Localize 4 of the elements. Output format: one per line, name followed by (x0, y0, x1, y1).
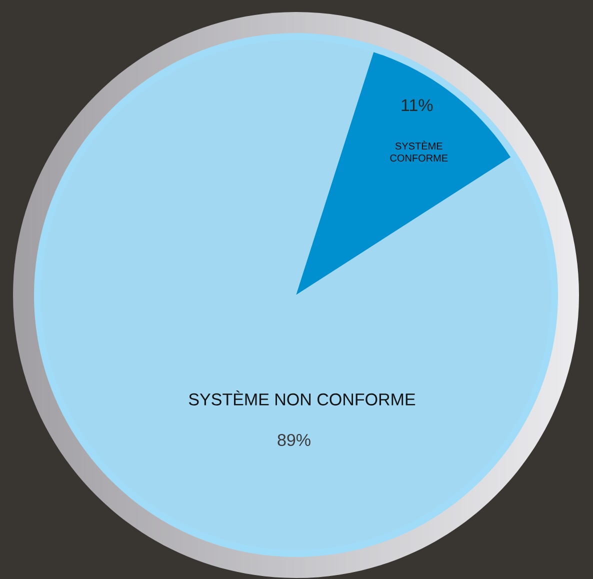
data-label: 11% (402, 99, 433, 112)
slice-label: SYSTÈME CONFORME (390, 140, 448, 162)
data-label: 89% (278, 434, 310, 446)
slice-label: SYSTÈME NON CONFORME (188, 390, 416, 406)
